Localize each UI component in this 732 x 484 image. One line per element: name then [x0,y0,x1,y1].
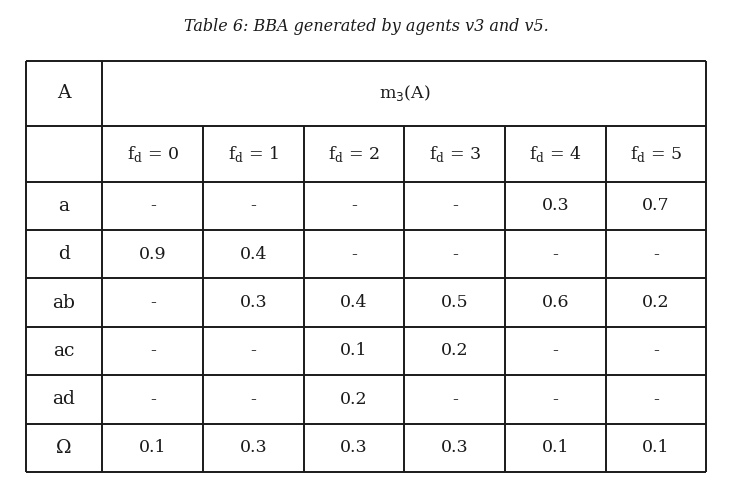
Text: -: - [250,391,256,408]
Text: -: - [653,391,659,408]
Text: 0.1: 0.1 [340,342,368,360]
Text: 0.1: 0.1 [542,439,569,456]
Text: -: - [452,391,458,408]
Text: 0.1: 0.1 [139,439,167,456]
Text: d: d [58,245,70,263]
Text: 0.3: 0.3 [239,294,267,311]
Text: 0.9: 0.9 [139,245,167,263]
Text: Table 6: BBA generated by agents v3 and v5.: Table 6: BBA generated by agents v3 and … [184,18,548,35]
Text: 0.5: 0.5 [441,294,468,311]
Text: -: - [351,197,357,214]
Text: 0.4: 0.4 [239,245,267,263]
Text: -: - [653,342,659,360]
Text: 0.2: 0.2 [340,391,368,408]
Text: f$_\mathregular{d}$ = 4: f$_\mathregular{d}$ = 4 [529,144,582,164]
Text: 0.3: 0.3 [542,197,569,214]
Text: -: - [250,342,256,360]
Text: ab: ab [53,293,75,312]
Text: f$_\mathregular{d}$ = 3: f$_\mathregular{d}$ = 3 [429,144,481,164]
Text: f$_\mathregular{d}$ = 2: f$_\mathregular{d}$ = 2 [328,144,380,164]
Text: f$_\mathregular{d}$ = 0: f$_\mathregular{d}$ = 0 [127,144,179,164]
Text: Ω: Ω [56,439,72,457]
Text: 0.6: 0.6 [542,294,569,311]
Text: a: a [59,197,70,215]
Text: ad: ad [53,390,75,408]
Text: -: - [150,342,156,360]
Text: f$_\mathregular{d}$ = 5: f$_\mathregular{d}$ = 5 [630,144,682,164]
Text: -: - [150,294,156,311]
Text: -: - [553,245,559,263]
Text: 0.3: 0.3 [239,439,267,456]
Text: 0.2: 0.2 [642,294,670,311]
Text: -: - [150,197,156,214]
Text: -: - [250,197,256,214]
Text: f$_\mathregular{d}$ = 1: f$_\mathregular{d}$ = 1 [228,144,279,164]
Text: 0.1: 0.1 [642,439,670,456]
Text: -: - [452,197,458,214]
Text: ac: ac [53,342,75,360]
Text: m$_3$(A): m$_3$(A) [378,83,430,103]
Text: -: - [553,391,559,408]
Text: -: - [553,342,559,360]
Text: 0.3: 0.3 [340,439,368,456]
Text: 0.4: 0.4 [340,294,368,311]
Text: -: - [351,245,357,263]
Text: 0.3: 0.3 [441,439,468,456]
Text: -: - [150,391,156,408]
Text: -: - [452,245,458,263]
Text: 0.2: 0.2 [441,342,468,360]
Text: 0.7: 0.7 [642,197,670,214]
Text: A: A [57,84,71,102]
Text: -: - [653,245,659,263]
